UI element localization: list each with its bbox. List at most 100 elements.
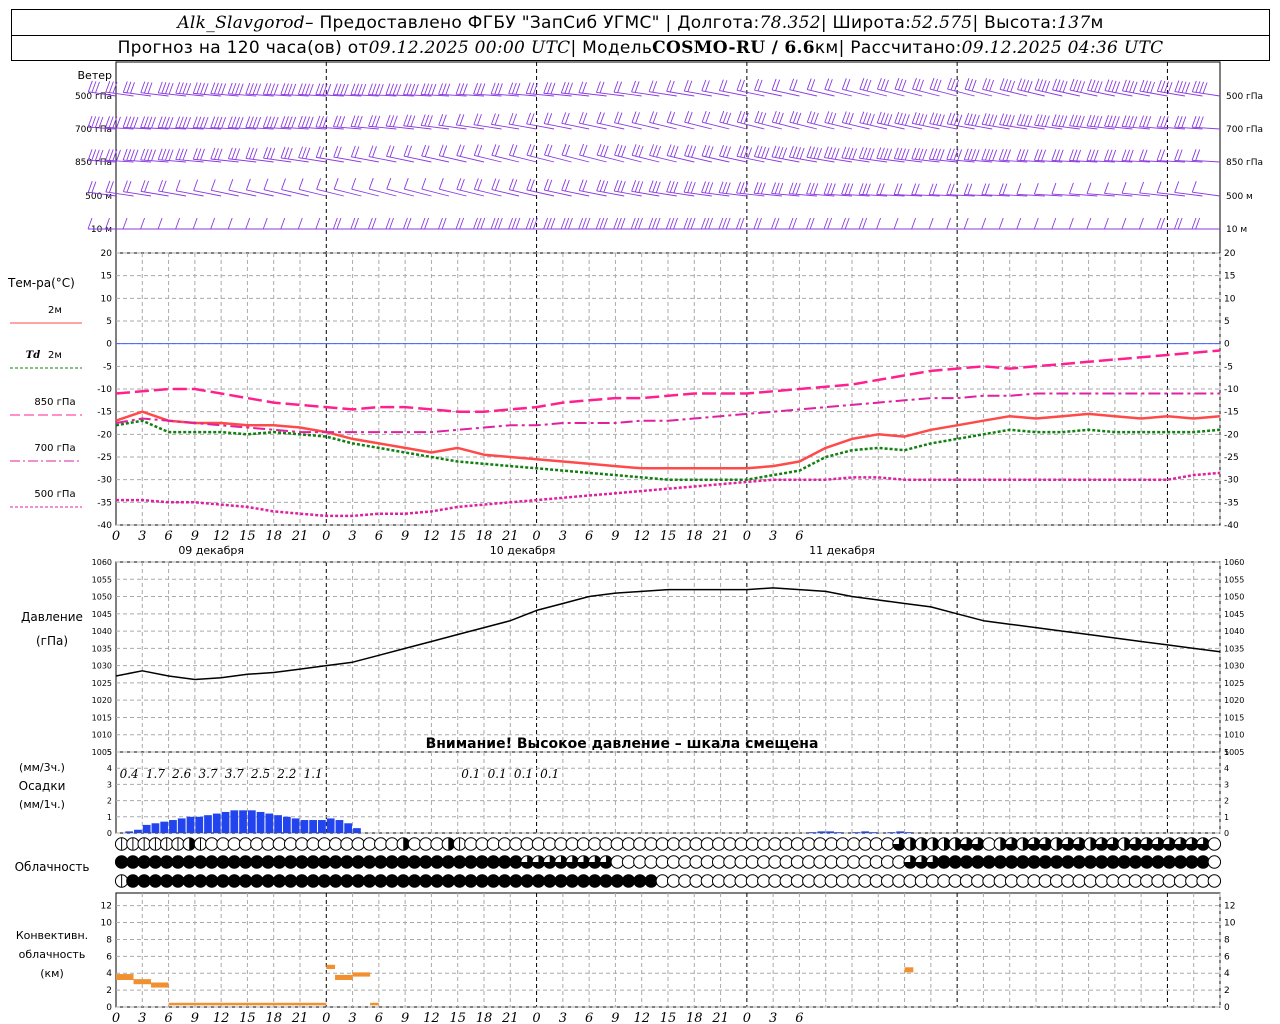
wind-barb-feather	[1125, 80, 1131, 92]
wind-barb-feather	[490, 82, 496, 95]
wind-barb-feather	[105, 149, 111, 161]
wind-barb-feather	[297, 115, 303, 128]
wind-barb-feather	[1023, 114, 1029, 127]
wind-barb-feather	[1003, 79, 1008, 91]
wind-barb-feather	[1027, 80, 1033, 93]
wind-barb-feather	[165, 149, 170, 161]
cloud-fill-full	[1084, 855, 1097, 869]
wind-barb-feather	[683, 180, 689, 193]
wind-barb-feather	[778, 182, 784, 195]
wind-barb-feather	[810, 146, 815, 159]
precip-sum-label: 0.1	[540, 767, 559, 781]
wind-barb-feather	[722, 217, 727, 230]
wind-barb-feather	[122, 116, 128, 128]
wind-barb-feather	[456, 178, 462, 190]
cloud-fill-full	[137, 874, 151, 888]
wind-barb-shaft	[649, 121, 677, 130]
wind-barb-feather	[357, 83, 363, 96]
conv-xtick: 12	[633, 1011, 650, 1024]
cloud-fill-full	[644, 874, 658, 888]
pressure-tick-right: 1060	[1224, 558, 1244, 567]
wind-barb-feather	[441, 114, 447, 126]
cloud-symbol	[790, 855, 805, 869]
wind-barb-feather	[1072, 149, 1078, 161]
wind-barb-feather	[718, 217, 724, 230]
wind-barb-shaft	[368, 156, 397, 163]
wind-barb-feather	[157, 148, 163, 160]
wind-barb-shaft	[1192, 126, 1221, 130]
wind-barb-shaft	[175, 159, 204, 163]
wind-barb-feather	[1202, 82, 1208, 94]
wind-barb-shaft	[701, 155, 730, 163]
cloud-symbol	[261, 837, 275, 851]
conv-tick-left: 2	[106, 986, 112, 996]
calc-label: | Рассчитано:	[838, 38, 962, 58]
wind-barb-feather	[561, 143, 567, 156]
wind-barb-feather	[848, 113, 854, 125]
wind-barb-feather	[719, 144, 724, 157]
cloud-fill-full	[295, 874, 309, 888]
wind-barb-feather	[1129, 80, 1134, 93]
cloud-fill-full	[1072, 855, 1086, 869]
cloud-symbol	[880, 837, 895, 851]
wind-barb-feather	[91, 81, 97, 93]
wind-barb-shaft	[684, 121, 712, 130]
wind-barb-shaft	[789, 193, 817, 197]
wind-barb-shaft	[1017, 124, 1045, 130]
precip-bar	[817, 831, 826, 833]
wind-barb-feather	[739, 217, 745, 230]
legend-td2m-label: 2м	[48, 350, 62, 361]
wind-barb-feather	[795, 183, 801, 195]
wind-barb-feather	[841, 183, 847, 195]
temp-tick-left: 15	[101, 272, 112, 282]
wind-barb-shaft	[842, 122, 870, 130]
cloud-symbol	[238, 837, 253, 851]
day-label: 09 декабря	[178, 544, 244, 557]
cloud-fill-full	[239, 855, 252, 869]
wind-barb-feather	[866, 147, 871, 160]
cloud-symbol	[768, 874, 782, 888]
wind-barb-shaft	[1034, 89, 1063, 97]
wind-barb-shaft	[158, 127, 187, 130]
wind-barb-feather	[735, 217, 741, 230]
wind-barb-feather	[806, 111, 812, 123]
pressure-tick-right: 1055	[1224, 575, 1244, 584]
wind-barb-feather	[1174, 80, 1180, 92]
temp-tick-right: 5	[1224, 317, 1230, 327]
wind-barb-feather	[595, 217, 601, 230]
cloud-symbol	[1083, 874, 1098, 888]
precip-bar	[230, 810, 239, 833]
wind-barb-feather	[459, 145, 465, 157]
cloud-fill-full	[487, 855, 500, 869]
cloud-symbol	[723, 855, 737, 869]
wind-barb-feather	[898, 78, 903, 91]
conv-xtick: 0	[322, 1011, 330, 1024]
wind-barb-feather	[266, 147, 272, 159]
wind-barb-feather	[1069, 78, 1075, 91]
wind-barb-feather	[967, 183, 973, 195]
wind-barb-feather	[933, 78, 938, 91]
cloud-fill-full	[340, 874, 354, 888]
cloud-symbol	[734, 855, 748, 869]
wind-barb-feather	[231, 148, 237, 160]
pressure-tick-right: 1050	[1224, 593, 1244, 602]
wind-barb-feather	[332, 217, 338, 230]
conv-bar	[151, 982, 169, 988]
wind-barb-feather	[757, 79, 763, 92]
wind-barb-feather	[98, 116, 104, 129]
wind-barb-feather	[620, 181, 626, 193]
precip-sum-label: 0.1	[461, 767, 480, 781]
wind-barb-feather	[1090, 115, 1096, 127]
conv-tick-left: 4	[106, 969, 112, 979]
wind-barb-shaft	[719, 192, 747, 197]
wind-barb-feather	[235, 83, 240, 95]
cloud-fill-3q	[532, 855, 545, 869]
wind-barb-shaft	[298, 126, 327, 130]
temp-tick-right: -15	[1224, 408, 1239, 418]
cloud-symbol	[216, 837, 230, 851]
wind-barb-feather	[291, 83, 297, 96]
cloud-symbol	[869, 855, 884, 869]
temp-tick-right: -25	[1224, 453, 1239, 463]
wind-barb-shaft	[999, 88, 1028, 97]
wind-barb-shaft	[929, 158, 958, 163]
